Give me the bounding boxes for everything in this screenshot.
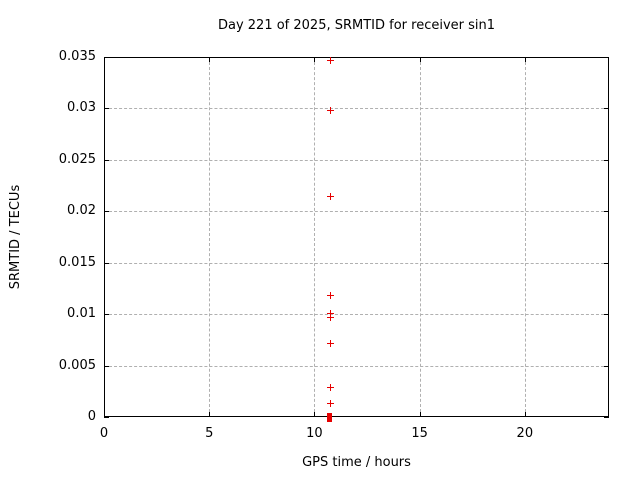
x-tick-label: 0 — [99, 426, 109, 441]
data-point-cluster — [327, 413, 333, 422]
y-tick-label: 0 — [87, 409, 96, 424]
data-point-plus — [327, 107, 335, 115]
data-point-plus — [327, 291, 335, 299]
y-tick-label: 0.015 — [58, 254, 96, 270]
y-tick-mark-mirror — [604, 262, 609, 264]
gridline-horizontal — [104, 262, 609, 264]
gridline-vertical — [524, 57, 526, 417]
y-tick-mark-mirror — [604, 365, 609, 367]
y-tick-label: 0.025 — [58, 151, 96, 167]
chart-title: Day 221 of 2025, SRMTID for receiver sin… — [217, 18, 496, 33]
data-point-plus — [327, 384, 335, 392]
x-tick-label: 20 — [516, 426, 534, 441]
y-tick-mark — [104, 108, 109, 110]
y-tick-mark-mirror — [604, 417, 609, 418]
x-tick-mark-mirror — [209, 57, 211, 62]
data-point-plus — [327, 399, 335, 407]
gridline-vertical — [419, 57, 421, 417]
y-tick-mark — [104, 57, 109, 58]
x-tick-mark-mirror — [314, 57, 316, 62]
data-point-plus — [327, 314, 335, 322]
y-tick-mark — [104, 417, 109, 418]
y-tick-mark-mirror — [604, 57, 609, 58]
gridline-vertical — [209, 57, 211, 417]
gridline-horizontal — [104, 108, 609, 110]
data-point-plus — [327, 192, 335, 200]
plot-border — [104, 57, 609, 417]
y-tick-label: 0.02 — [67, 203, 96, 219]
y-axis-label: SRMTID / TECUs — [8, 184, 23, 290]
data-point-plus — [327, 310, 335, 318]
y-tick-label: 0.035 — [58, 49, 96, 64]
y-tick-mark — [104, 262, 109, 264]
x-tick-label: 15 — [411, 426, 428, 441]
x-tick-mark — [209, 412, 211, 417]
x-tick-mark — [524, 412, 526, 417]
x-tick-mark-mirror — [524, 57, 526, 62]
x-axis-label: GPS time / hours — [302, 455, 411, 470]
x-tick-mark — [419, 412, 421, 417]
y-tick-mark — [104, 314, 109, 316]
y-tick-label: 0.005 — [58, 357, 96, 373]
data-point-plus — [327, 339, 335, 347]
x-tick-mark — [314, 412, 316, 417]
y-tick-mark-mirror — [604, 108, 609, 110]
x-tick-label: 5 — [205, 426, 214, 441]
x-tick-label: 10 — [306, 426, 323, 441]
y-tick-mark-mirror — [604, 314, 609, 316]
y-tick-label: 0.01 — [67, 306, 96, 322]
y-tick-mark — [104, 365, 109, 367]
y-tick-label: 0.03 — [67, 100, 96, 116]
y-tick-mark — [104, 211, 109, 213]
gridline-horizontal — [104, 314, 609, 316]
gridline-vertical — [314, 57, 316, 417]
x-tick-mark-mirror — [419, 57, 421, 62]
gridline-horizontal — [104, 211, 609, 213]
data-point-plus — [327, 57, 335, 65]
x-tick-mark-mirror — [104, 57, 105, 62]
gridline-horizontal — [104, 365, 609, 367]
x-tick-mark — [104, 412, 105, 417]
y-tick-mark-mirror — [604, 159, 609, 161]
plot-area — [104, 57, 609, 422]
y-tick-mark — [104, 159, 109, 161]
gridline-horizontal — [104, 159, 609, 161]
y-tick-mark-mirror — [604, 211, 609, 213]
